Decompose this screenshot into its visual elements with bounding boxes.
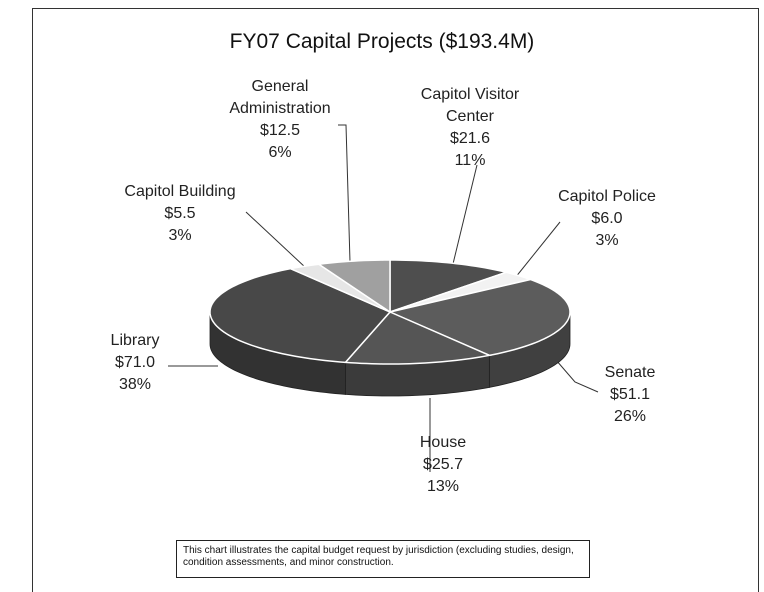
leader-line	[555, 359, 599, 393]
value-label: $12.5	[259, 122, 301, 139]
value-label: $21.6	[449, 130, 491, 147]
category: Capitol Police	[558, 188, 656, 205]
value-label: $5.5	[164, 205, 196, 222]
percent-label: 38%	[118, 376, 152, 393]
slice	[316, 259, 391, 314]
slice	[389, 259, 509, 314]
leader-line	[245, 211, 307, 269]
leader-line	[451, 164, 478, 269]
percent-label: 6%	[268, 144, 292, 161]
leader-lines	[168, 124, 599, 472]
slice	[387, 278, 571, 357]
slice	[343, 311, 492, 365]
chart-frame	[32, 8, 759, 592]
category: General Administration	[229, 78, 331, 117]
percent-label: 26%	[613, 408, 647, 425]
slice-label: Capitol Building $5.5 3%	[115, 181, 245, 247]
chart-title: FY07 Capital Projects ($193.4M)	[229, 30, 535, 53]
slice	[389, 271, 534, 313]
percent-label: 3%	[595, 232, 619, 249]
category: Senate	[604, 364, 656, 381]
category: Library	[110, 332, 160, 349]
category: Capitol Building	[124, 183, 236, 200]
percent-label: 13%	[426, 478, 460, 495]
category: House	[419, 434, 467, 451]
category: Capitol Visitor Center	[420, 86, 520, 125]
slice-label: House $25.7 13%	[403, 432, 483, 498]
slice-label: Capitol Police $6.0 3%	[552, 186, 662, 252]
slice-label: Senate $51.1 26%	[590, 362, 670, 428]
percent-label: 3%	[168, 227, 192, 244]
slice	[288, 263, 391, 313]
percent-label: 11%	[454, 152, 486, 169]
leader-line	[514, 221, 561, 279]
slice-label: General Administration $12.5 6%	[215, 76, 345, 164]
value-label: $51.1	[609, 386, 651, 403]
value-label: $71.0	[114, 354, 156, 371]
value-label: $25.7	[422, 456, 464, 473]
slice-label: Library $71.0 38%	[95, 330, 175, 396]
chart-note: This chart illustrates the capital budge…	[176, 540, 590, 578]
slice	[209, 267, 392, 364]
slice-label: Capitol Visitor Center $21.6 11%	[415, 84, 525, 172]
leader-line	[338, 124, 351, 263]
value-label: $6.0	[591, 210, 623, 227]
